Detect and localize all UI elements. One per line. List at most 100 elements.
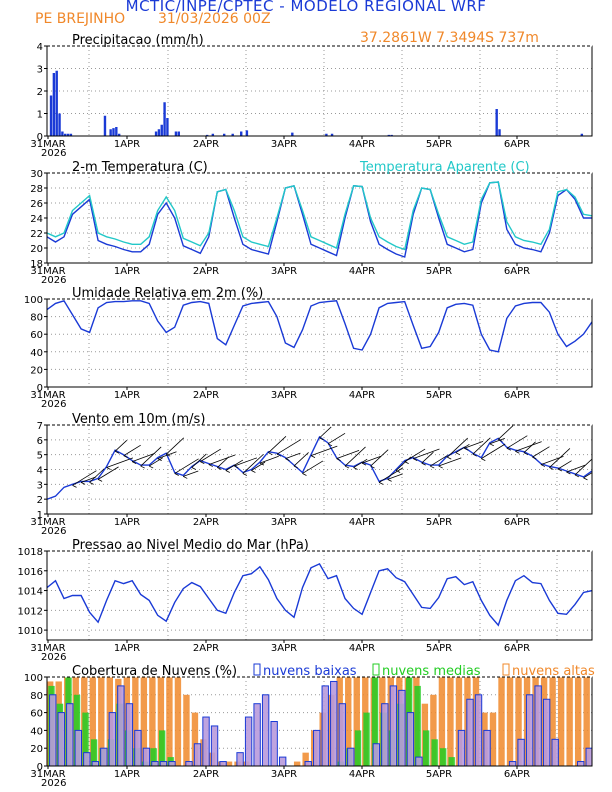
cloud-bar: [270, 721, 278, 766]
cloud-bar: [354, 730, 362, 766]
wind-vector: [557, 460, 572, 470]
wind-vector: [489, 437, 505, 445]
precip-bar: [222, 133, 226, 136]
cloud-bar: [210, 725, 219, 766]
y-tick-label: 1018: [18, 547, 43, 558]
cloud-bar: [414, 685, 421, 766]
y-tick-label: 20: [30, 244, 43, 255]
wind-vector-head: [97, 479, 103, 482]
wind-vector-head: [336, 458, 341, 461]
wind-vector: [387, 473, 403, 480]
y-tick-label: 40: [30, 726, 43, 737]
wind-vector-head: [183, 476, 188, 479]
wind-vector-head: [566, 471, 571, 475]
precip-bar: [211, 133, 215, 136]
cloud-bar: [508, 761, 517, 766]
wind-vector-head: [293, 465, 299, 469]
cloud-bar: [489, 712, 497, 766]
x-tick-label: 1APR: [114, 769, 140, 780]
wind-vector: [515, 441, 542, 452]
wind-vector: [353, 458, 368, 468]
x-tick-label: 2APR: [193, 643, 219, 654]
x-tick-label: 31MAR: [30, 266, 65, 277]
apparent-temp-legend: Temperatura Aparente (C): [359, 160, 530, 175]
wind-vector: [123, 444, 141, 457]
y-tick-label: 20: [30, 744, 43, 755]
cloud-bar: [74, 729, 82, 766]
wind-vector-head: [327, 443, 333, 447]
x-tick-label: 3APR: [271, 769, 297, 780]
precip-bar: [580, 133, 584, 136]
wind-vector-head: [140, 465, 145, 469]
y-tick-label: 28: [30, 184, 43, 195]
x-tick-label: 4APR: [349, 517, 375, 528]
cloud-bar: [108, 712, 117, 766]
y-tick-label: 20: [30, 365, 43, 376]
cloud-bar: [202, 716, 210, 766]
panel-title: Pressao ao Nivel Medio do Mar (hPa): [72, 538, 309, 553]
y-tick-label: 1010: [18, 626, 43, 637]
y-tick-label: 5: [37, 451, 43, 462]
y-tick-label: 18: [30, 259, 43, 270]
cloud-bar: [330, 680, 338, 766]
precip-bar: [112, 128, 115, 136]
precip-bar: [103, 115, 107, 136]
precip-bar: [205, 134, 209, 136]
y-tick-label: 0: [37, 132, 43, 143]
x-year-label: 2026: [41, 778, 66, 789]
legend-swatch: [372, 663, 380, 676]
cloud-bar: [91, 761, 100, 766]
cloud-bar: [236, 752, 244, 766]
cloud-bar: [278, 756, 287, 766]
cloud-bar: [381, 703, 389, 766]
wind-vector: [217, 456, 230, 468]
wind-vector: [549, 448, 571, 468]
wind-vector-head: [285, 458, 290, 461]
y-tick-label: 0: [37, 762, 43, 773]
precip-bar: [61, 131, 64, 136]
series-line: [47, 181, 592, 258]
wind-vector-head: [523, 452, 529, 456]
wind-vector: [302, 460, 324, 474]
wind-vector: [225, 459, 244, 471]
figure-title: MCTIC/INPE/CPTEC - MODELO REGIONAL WRF: [125, 0, 487, 15]
wind-vector-head: [498, 438, 503, 442]
cloud-bar: [225, 761, 233, 766]
cloud-bar: [566, 677, 573, 766]
wind-vector: [148, 457, 164, 467]
cloud-bar: [193, 743, 202, 766]
y-tick-label: 1012: [18, 606, 43, 617]
wind-vector-head: [191, 467, 196, 470]
x-tick-label: 1APR: [114, 266, 140, 277]
cloud-legend-label: nuvens altas: [512, 664, 595, 679]
wind-vector: [455, 443, 470, 454]
x-year-label: 2026: [41, 148, 66, 159]
wind-vector-head: [276, 453, 282, 457]
wind-vector-head: [421, 462, 426, 466]
cloud-bar: [549, 677, 556, 766]
wind-vector-head: [114, 450, 120, 454]
x-tick-label: 2APR: [193, 769, 219, 780]
precip-bar: [117, 133, 121, 136]
cloud-bar: [157, 677, 165, 766]
precip-bar: [49, 95, 53, 136]
cloud-bar: [134, 729, 142, 766]
x-tick-label: 31MAR: [30, 643, 65, 654]
wind-vector-head: [438, 465, 443, 469]
precip-bar: [115, 127, 118, 136]
cloud-legend-label: nuvens medias: [382, 664, 481, 679]
cloud-bar: [313, 729, 321, 766]
cloud-bar: [191, 712, 199, 766]
precip-bar: [330, 133, 334, 136]
wind-vector-head: [259, 462, 265, 466]
wind-vector-head: [378, 482, 384, 485]
panel-title: Precipitacao (mm/h): [72, 33, 204, 48]
cloud-bar: [158, 730, 166, 766]
wind-vector-head: [557, 468, 563, 472]
panel-1: 0 1 2 3 4 31MAR 1APR 2APR 3APR 4APR 5APR 6APR 2026 Pr…: [30, 33, 593, 159]
x-tick-label: 31MAR: [30, 390, 65, 401]
y-tick-label: 24: [30, 214, 43, 225]
wind-vector-head: [344, 465, 350, 469]
precip-bar: [109, 129, 112, 136]
wind-vector: [523, 441, 536, 453]
